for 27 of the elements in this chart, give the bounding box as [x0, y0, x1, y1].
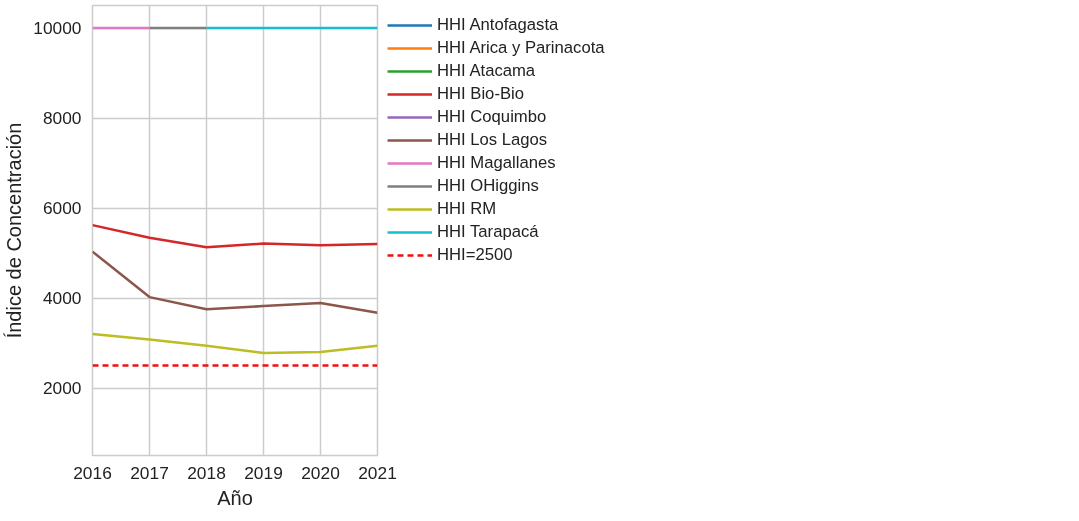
x-tick-label: 2016	[73, 462, 112, 483]
line-series	[92, 223, 378, 249]
y-tick-label: 8000	[42, 108, 82, 128]
line-series	[92, 332, 378, 355]
line-series	[92, 250, 378, 315]
legend-label: HHI Arica y Parinacota	[437, 38, 605, 58]
legend-label: HHI Tarapacá	[437, 222, 539, 242]
x-tick-label: 2017	[130, 462, 169, 483]
legend-label: HHI Atacama	[437, 61, 536, 81]
legend-label: HHI=2500	[437, 245, 513, 265]
legend-label: HHI Bio-Bio	[437, 84, 525, 104]
y-tick-label: 4000	[42, 288, 82, 308]
legend-label: HHI Los Lagos	[437, 130, 548, 150]
y-tick-label: 10000	[33, 18, 82, 38]
y-tick-label: 6000	[42, 198, 82, 218]
legend-label: HHI OHiggins	[437, 176, 539, 196]
x-tick-label: 2020	[301, 462, 340, 483]
legend-label: HHI Antofagasta	[437, 15, 559, 35]
legend-label: HHI Magallanes	[437, 153, 556, 173]
y-tick-label: 2000	[42, 378, 82, 398]
legend-label: HHI Coquimbo	[437, 107, 547, 127]
x-tick-label: 2018	[187, 462, 226, 483]
legend-label: HHI RM	[437, 199, 497, 219]
x-axis-title: Año	[217, 486, 253, 509]
y-axis-title: Índice de Concentración	[3, 122, 26, 339]
x-tick-label: 2021	[358, 462, 397, 483]
x-tick-label: 2019	[244, 462, 283, 483]
